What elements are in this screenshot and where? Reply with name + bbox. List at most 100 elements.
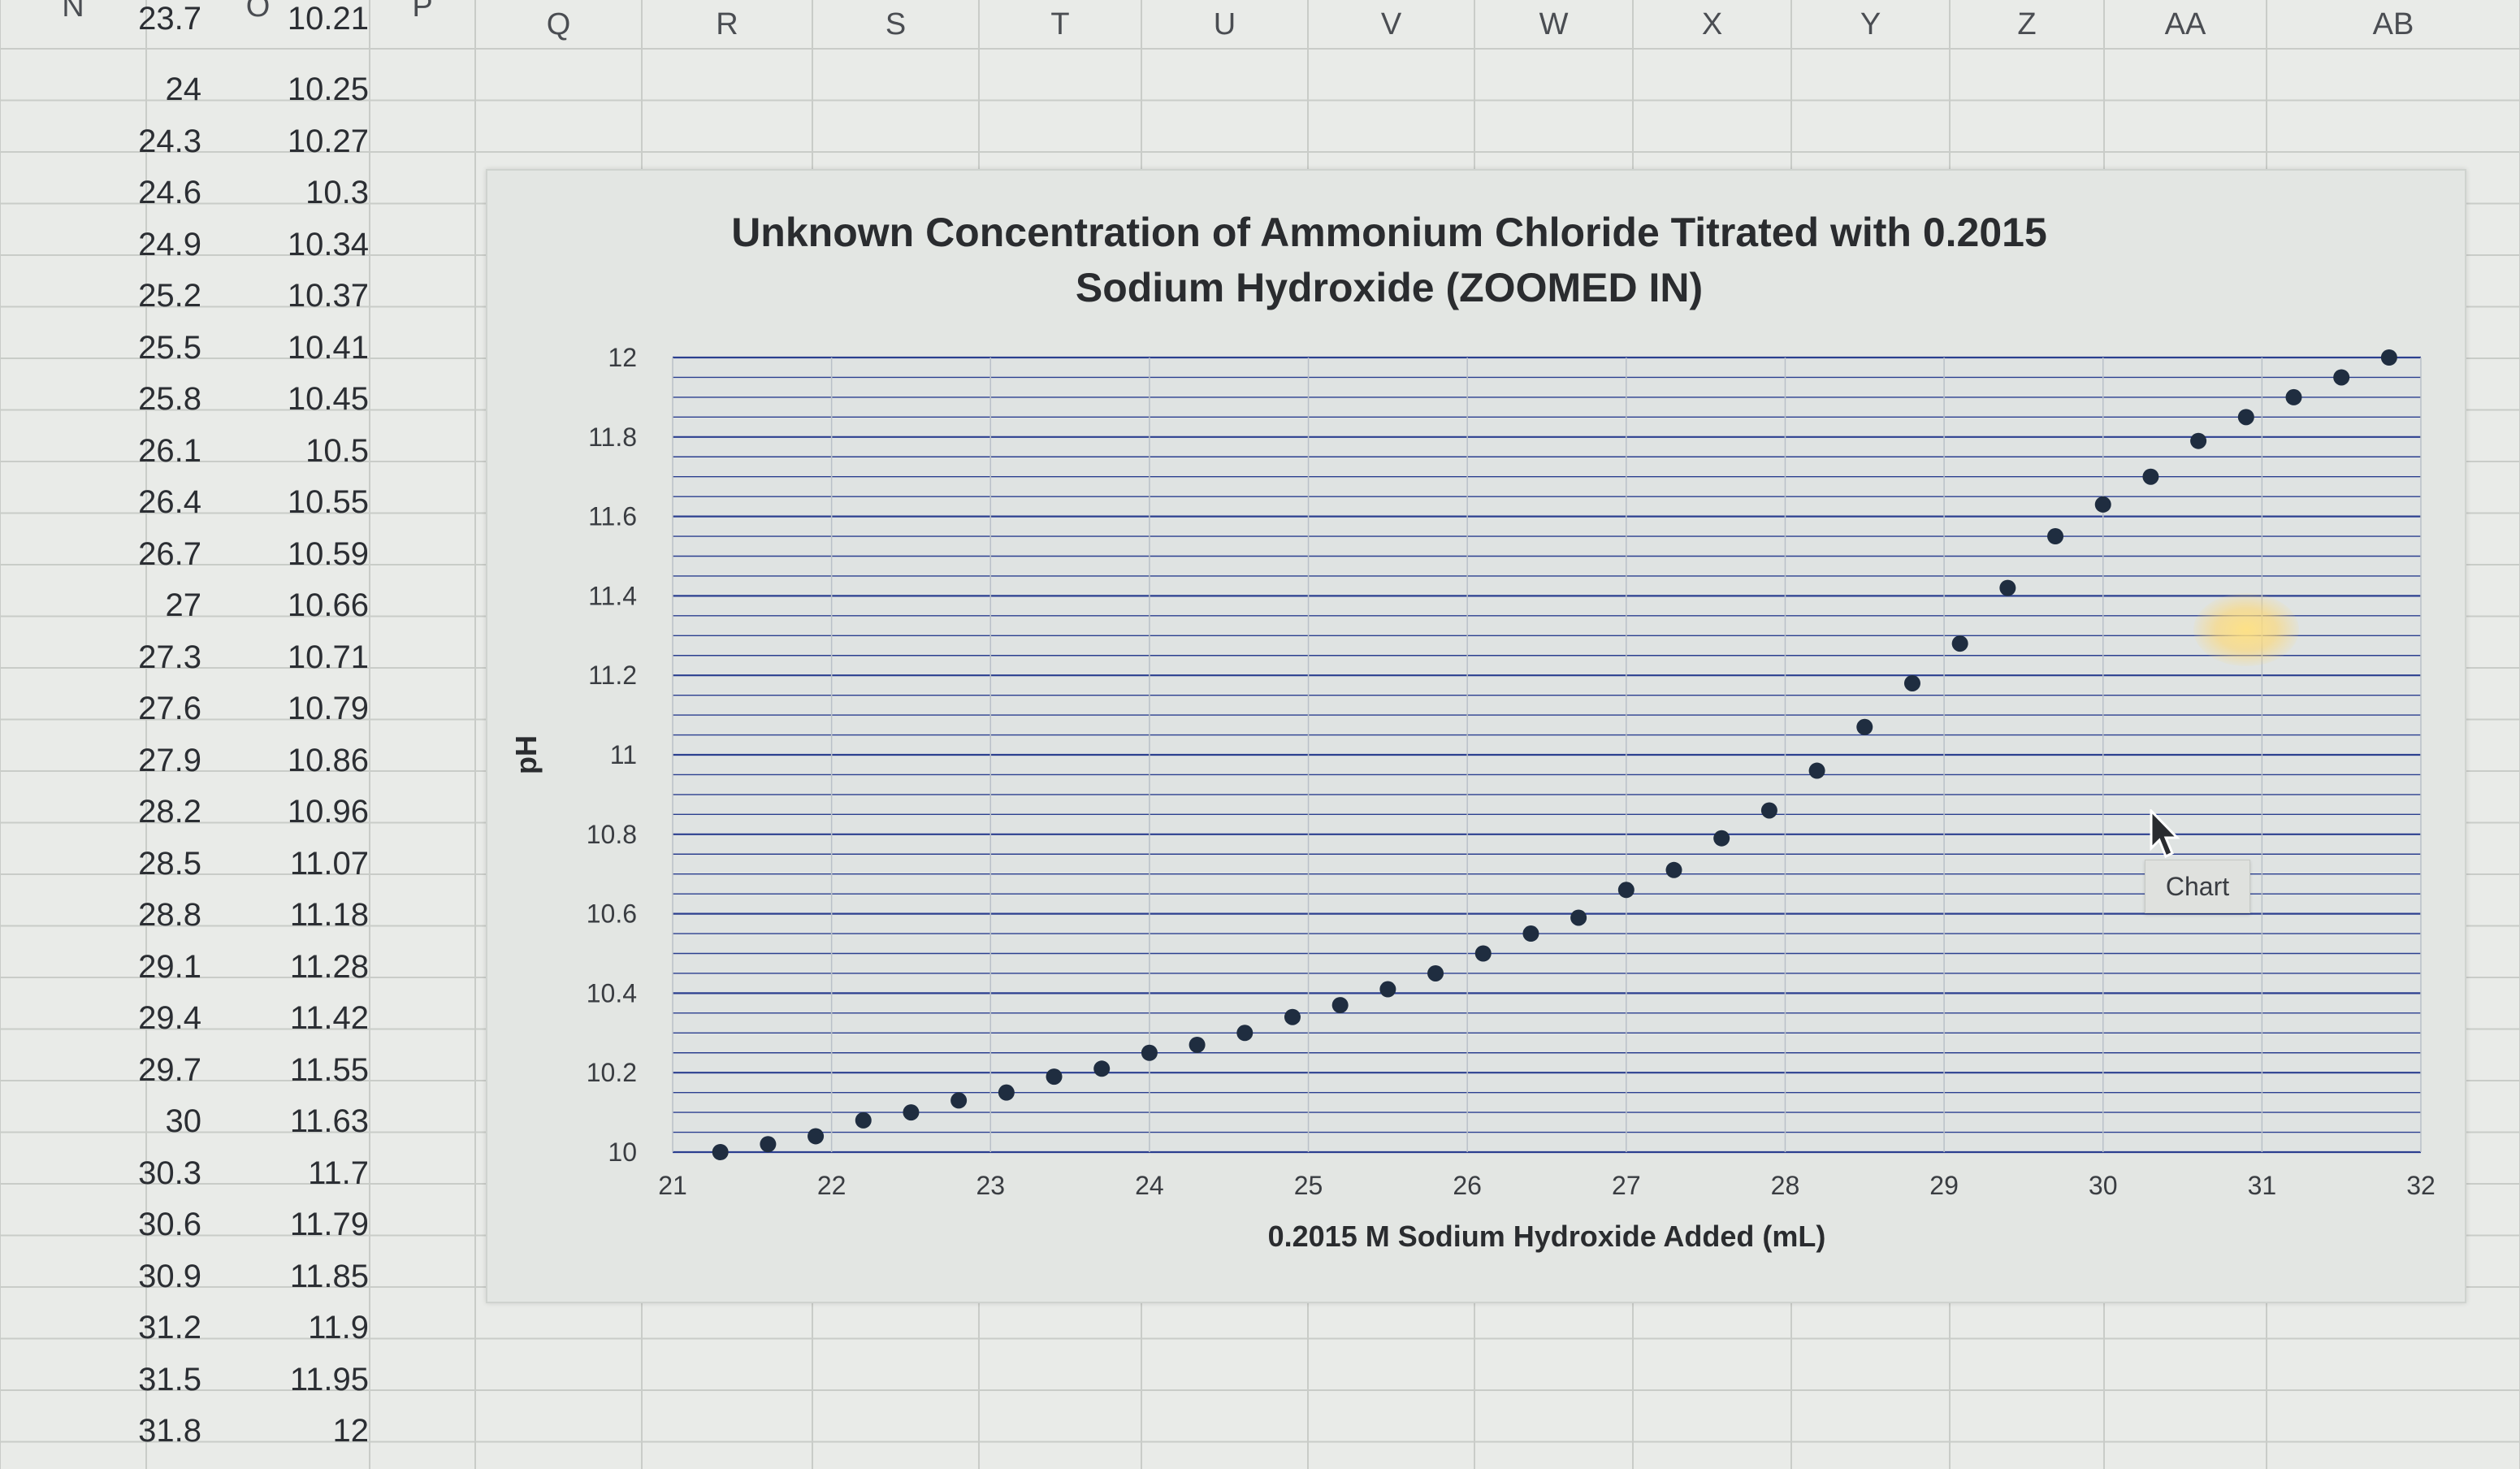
cell-o[interactable]: 10.37 bbox=[287, 278, 369, 314]
cell-n[interactable]: 24.3 bbox=[138, 123, 201, 159]
data-point[interactable] bbox=[2333, 369, 2350, 386]
cell-o[interactable]: 11.18 bbox=[289, 897, 369, 933]
cell-o[interactable]: 11.9 bbox=[308, 1310, 369, 1346]
cell-n[interactable]: 24.6 bbox=[138, 175, 201, 210]
data-point[interactable] bbox=[1141, 1044, 1158, 1061]
cell-n[interactable]: 23.7 bbox=[138, 1, 201, 37]
cell-o[interactable]: 10.59 bbox=[287, 535, 369, 572]
cell-o[interactable]: 10.3 bbox=[305, 175, 369, 210]
scatter-plot[interactable]: 10 10.2 10.4 10.6 10.8 11 11.2 11.4 11.6 11.8 12 21… bbox=[487, 171, 2465, 1302]
data-point[interactable] bbox=[808, 1128, 825, 1145]
data-point[interactable] bbox=[855, 1112, 872, 1129]
column-header-s[interactable]: S bbox=[885, 7, 907, 41]
cell-n[interactable]: 30.6 bbox=[138, 1207, 201, 1242]
column-header-z[interactable]: Z bbox=[2017, 7, 2037, 41]
column-header-o[interactable]: O bbox=[245, 0, 271, 24]
cell-n[interactable]: 29.4 bbox=[138, 1000, 201, 1036]
data-point[interactable] bbox=[1046, 1068, 1063, 1086]
column-header-ab[interactable]: AB bbox=[2372, 7, 2414, 41]
data-point[interactable] bbox=[1236, 1025, 1254, 1042]
column-header-r[interactable]: R bbox=[716, 7, 738, 41]
column-header-n[interactable]: N bbox=[62, 0, 84, 24]
cell-n[interactable]: 30.9 bbox=[138, 1258, 201, 1294]
column-header-v[interactable]: V bbox=[1380, 7, 1402, 41]
data-point[interactable] bbox=[1617, 882, 1635, 899]
column-header-y[interactable]: Y bbox=[1860, 7, 1881, 41]
data-point[interactable] bbox=[1903, 674, 1920, 691]
cell-o[interactable]: 12 bbox=[332, 1413, 370, 1449]
data-point[interactable] bbox=[1522, 925, 1539, 942]
cell-o[interactable]: 11.07 bbox=[289, 845, 369, 882]
data-point[interactable] bbox=[1951, 635, 1968, 652]
cell-n[interactable]: 31.8 bbox=[138, 1413, 201, 1449]
data-point[interactable] bbox=[1570, 909, 1587, 926]
cell-o[interactable]: 11.42 bbox=[289, 1000, 369, 1036]
column-header-aa[interactable]: AA bbox=[2164, 7, 2206, 41]
data-point[interactable] bbox=[1093, 1060, 1111, 1077]
data-point[interactable] bbox=[760, 1136, 777, 1153]
data-point[interactable] bbox=[1379, 981, 1396, 998]
cell-n[interactable]: 25.2 bbox=[138, 278, 201, 314]
cell-o[interactable]: 10.27 bbox=[287, 123, 369, 159]
cell-n[interactable]: 25.5 bbox=[138, 329, 201, 366]
cell-o[interactable]: 11.7 bbox=[308, 1155, 369, 1191]
cell-n[interactable]: 24 bbox=[165, 72, 202, 107]
data-point[interactable] bbox=[712, 1144, 729, 1160]
cell-o[interactable]: 10.96 bbox=[287, 794, 369, 830]
chart-area[interactable]: Unknown Concentration of Ammonium Chlori… bbox=[486, 169, 2466, 1303]
data-point[interactable] bbox=[2142, 468, 2159, 485]
data-point[interactable] bbox=[1474, 945, 1492, 962]
column-header-u[interactable]: U bbox=[1213, 7, 1236, 41]
cell-n[interactable]: 29.7 bbox=[138, 1051, 201, 1088]
data-point[interactable] bbox=[1427, 964, 1444, 982]
cell-n[interactable]: 24.9 bbox=[138, 226, 201, 262]
cell-o[interactable]: 10.79 bbox=[287, 691, 369, 726]
data-point[interactable] bbox=[2190, 432, 2207, 449]
data-point[interactable] bbox=[1665, 861, 1682, 878]
cell-n[interactable]: 30.3 bbox=[138, 1155, 201, 1191]
cell-o[interactable]: 10.21 bbox=[287, 1, 369, 37]
cell-o[interactable]: 10.71 bbox=[287, 639, 369, 675]
cell-n[interactable]: 28.2 bbox=[138, 794, 201, 830]
cell-o[interactable]: 11.28 bbox=[289, 948, 369, 985]
cell-o[interactable]: 10.5 bbox=[305, 432, 369, 469]
column-header-p[interactable]: P bbox=[412, 0, 433, 24]
data-point[interactable] bbox=[1999, 579, 2016, 596]
cell-o[interactable]: 10.25 bbox=[287, 72, 369, 107]
data-point[interactable] bbox=[1856, 718, 1873, 735]
cell-n[interactable]: 27.6 bbox=[138, 691, 201, 726]
data-point[interactable] bbox=[1713, 830, 1730, 847]
cell-n[interactable]: 31.2 bbox=[138, 1310, 201, 1346]
column-header-w[interactable]: W bbox=[1539, 7, 1569, 41]
data-point[interactable] bbox=[903, 1104, 920, 1121]
column-header-q[interactable]: Q bbox=[546, 7, 571, 41]
data-point[interactable] bbox=[2047, 528, 2064, 545]
cell-n[interactable]: 30 bbox=[165, 1103, 202, 1139]
cell-n[interactable]: 26.1 bbox=[138, 432, 201, 469]
cell-n[interactable]: 25.8 bbox=[138, 381, 201, 417]
data-point[interactable] bbox=[2237, 409, 2254, 426]
column-header-t[interactable]: T bbox=[1050, 7, 1070, 41]
data-point[interactable] bbox=[950, 1092, 968, 1109]
data-point[interactable] bbox=[1808, 762, 1825, 779]
data-point[interactable] bbox=[1331, 997, 1349, 1014]
cell-n[interactable]: 28.8 bbox=[138, 897, 201, 933]
cell-n[interactable]: 31.5 bbox=[138, 1361, 201, 1398]
cell-o[interactable]: 11.79 bbox=[289, 1207, 369, 1242]
data-point[interactable] bbox=[2285, 388, 2302, 405]
data-point[interactable] bbox=[2094, 496, 2111, 513]
cell-o[interactable]: 11.55 bbox=[289, 1051, 369, 1088]
cell-n[interactable]: 28.5 bbox=[138, 845, 201, 882]
column-header-x[interactable]: X bbox=[1701, 7, 1723, 41]
data-point[interactable] bbox=[1284, 1008, 1301, 1025]
cell-o[interactable]: 10.34 bbox=[287, 226, 369, 262]
cell-n[interactable]: 26.4 bbox=[138, 484, 201, 520]
cell-o[interactable]: 10.86 bbox=[287, 742, 369, 778]
cell-n[interactable]: 27.3 bbox=[138, 639, 201, 675]
cell-o[interactable]: 11.63 bbox=[289, 1103, 369, 1139]
cell-o[interactable]: 11.95 bbox=[289, 1361, 369, 1398]
data-point[interactable] bbox=[998, 1084, 1015, 1101]
data-point[interactable] bbox=[2380, 349, 2397, 366]
cell-n[interactable]: 29.1 bbox=[138, 948, 201, 985]
cell-n[interactable]: 27.9 bbox=[138, 742, 201, 778]
